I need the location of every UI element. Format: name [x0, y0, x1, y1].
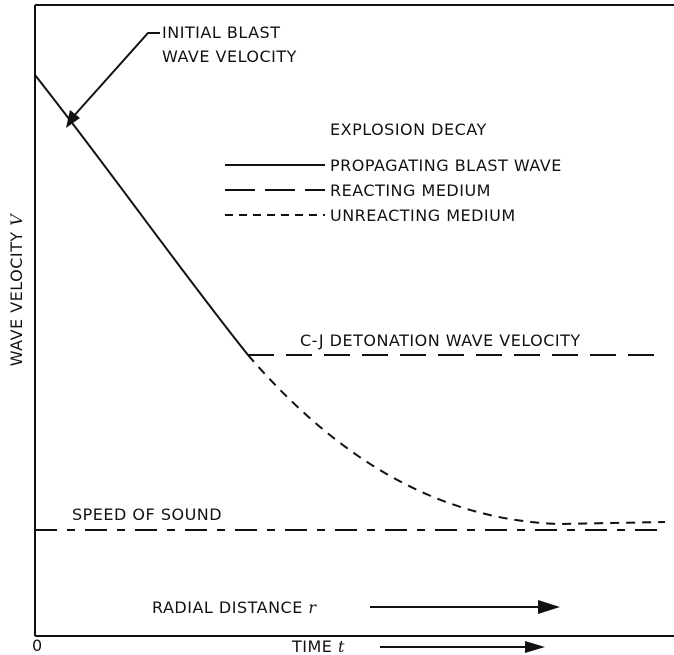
annotation: C-J DETONATION WAVE VELOCITY [300, 331, 581, 350]
symbol: V [7, 213, 26, 226]
leader-line [71, 32, 160, 119]
blast-wave-curve [34, 74, 249, 356]
annotation: SPEED OF SOUND [72, 505, 222, 524]
x-label: TIME t [291, 637, 345, 655]
label: RADIAL DISTANCE [152, 598, 303, 617]
symbol: r [308, 598, 317, 617]
legend-item: REACTING MEDIUM [330, 181, 491, 200]
y-label: WAVE VELOCITY V [7, 213, 26, 367]
annotation: WAVE VELOCITY [162, 47, 297, 66]
x-label: RADIAL DISTANCE r [152, 598, 317, 617]
legend-item: PROPAGATING BLAST WAVE [330, 156, 562, 175]
label: WAVE VELOCITY [7, 231, 26, 366]
annotation: INITIAL BLAST [162, 23, 280, 42]
unreacting-curve [247, 354, 666, 526]
arrowhead [525, 641, 545, 653]
label: TIME [291, 637, 332, 655]
legend-title: EXPLOSION DECAY [330, 120, 487, 139]
arrowhead [66, 110, 80, 128]
symbol: t [338, 637, 345, 655]
origin-label: 0 [32, 636, 43, 655]
arrowhead [538, 600, 560, 614]
legend-item: UNREACTING MEDIUM [330, 206, 516, 225]
